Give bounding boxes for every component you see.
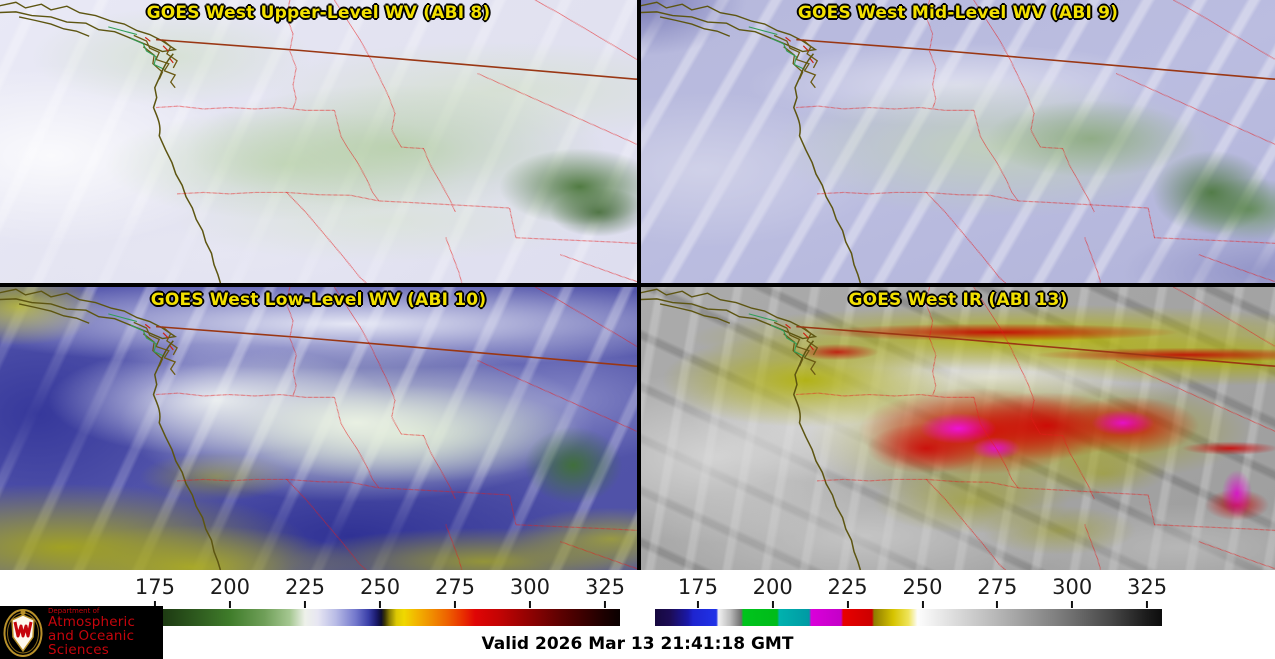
panel-title-abi8: GOES West Upper-Level WV (ABI 8) bbox=[146, 3, 491, 23]
wv-tick-275: 275 bbox=[435, 576, 475, 608]
state-borders-dotted bbox=[156, 287, 637, 570]
logo-dept-label: Department of bbox=[48, 606, 100, 615]
logo-text: Department of Atmospheric and Oceanic Sc… bbox=[48, 606, 163, 659]
pacific-coastline bbox=[154, 54, 221, 283]
map-overlay bbox=[641, 0, 1275, 283]
ir-colorbar-ticks: 175 200 225 250 275 300 325 bbox=[655, 576, 1167, 609]
panel-upper-level-wv: GOES West Upper-Level WV (ABI 8) bbox=[0, 0, 637, 283]
ir-tick-300: 300 bbox=[1052, 576, 1092, 608]
uw-aos-logo: Department of Atmospheric and Oceanic Sc… bbox=[0, 606, 163, 659]
map-slot bbox=[641, 287, 1275, 570]
panel-mid-level-wv: GOES West Mid-Level WV (ABI 9) bbox=[641, 0, 1275, 283]
panel-title-abi13: GOES West IR (ABI 13) bbox=[848, 290, 1068, 310]
wv-tick-225: 225 bbox=[285, 576, 325, 608]
puget-sound-coastline bbox=[774, 35, 817, 87]
panel-title-abi10: GOES West Low-Level WV (ABI 10) bbox=[150, 290, 487, 310]
puget-sound-coastline bbox=[134, 322, 177, 374]
wv-tick-300: 300 bbox=[510, 576, 550, 608]
vancouver-island-coastline bbox=[0, 289, 175, 338]
pacific-coastline bbox=[154, 341, 221, 570]
sound-channel-accents bbox=[749, 314, 805, 356]
logo-dept-name-1: Atmospheric bbox=[48, 613, 136, 630]
logo-dept-name-2: and Oceanic Sciences bbox=[48, 628, 135, 659]
ir-tick-175: 175 bbox=[678, 576, 718, 608]
sound-channel-accents bbox=[749, 27, 805, 69]
vancouver-island-coastline bbox=[0, 2, 175, 51]
sound-channel-accents bbox=[108, 314, 164, 356]
map-slot bbox=[0, 0, 637, 283]
map-overlay bbox=[0, 0, 637, 283]
ir-colorbar bbox=[655, 609, 1162, 626]
map-overlay bbox=[641, 287, 1275, 570]
panel-low-level-wv: GOES West Low-Level WV (ABI 10) bbox=[0, 287, 637, 570]
wv-colorbar bbox=[112, 609, 620, 626]
canada-border-line bbox=[156, 327, 637, 367]
pacific-coastline bbox=[794, 54, 861, 283]
state-borders-dotted bbox=[796, 0, 1275, 283]
canada-border-line bbox=[796, 40, 1275, 80]
canada-border-line bbox=[156, 40, 637, 80]
wv-tick-200: 200 bbox=[210, 576, 250, 608]
map-slot bbox=[641, 0, 1275, 283]
ir-tick-225: 225 bbox=[828, 576, 868, 608]
puget-sound-coastline bbox=[134, 35, 177, 87]
ir-tick-200: 200 bbox=[753, 576, 793, 608]
map-slot bbox=[0, 287, 637, 570]
canada-border-line bbox=[796, 327, 1275, 367]
pacific-coastline bbox=[794, 341, 861, 570]
state-borders-dotted bbox=[156, 0, 637, 283]
map-overlay bbox=[0, 287, 637, 570]
wv-tick-325: 325 bbox=[585, 576, 625, 608]
crest-w-letter bbox=[13, 621, 33, 637]
state-borders-dotted bbox=[796, 287, 1275, 570]
puget-sound-coastline bbox=[774, 322, 817, 374]
valid-timestamp: Valid 2026 Mar 13 21:41:18 GMT bbox=[481, 634, 794, 654]
ir-tick-325: 325 bbox=[1127, 576, 1167, 608]
footer-strip: 175 200 225 250 275 300 325 175 200 225 … bbox=[0, 570, 1275, 659]
vancouver-island-coastline bbox=[641, 289, 815, 338]
wv-tick-250: 250 bbox=[360, 576, 400, 608]
uw-crest-icon bbox=[3, 608, 43, 657]
ir-tick-250: 250 bbox=[902, 576, 942, 608]
vancouver-island-coastline bbox=[641, 2, 815, 51]
wv-tick-175: 175 bbox=[135, 576, 175, 608]
panel-title-abi9: GOES West Mid-Level WV (ABI 9) bbox=[797, 3, 1119, 23]
panel-ir: GOES West IR (ABI 13) bbox=[641, 287, 1275, 570]
wv-colorbar-ticks: 175 200 225 250 275 300 325 bbox=[112, 576, 625, 609]
ir-tick-275: 275 bbox=[977, 576, 1017, 608]
sound-channel-accents bbox=[108, 27, 164, 69]
